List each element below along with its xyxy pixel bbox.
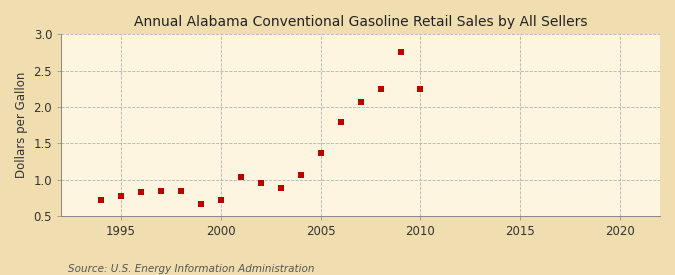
Title: Annual Alabama Conventional Gasoline Retail Sales by All Sellers: Annual Alabama Conventional Gasoline Ret…: [134, 15, 587, 29]
Point: [415, 87, 426, 91]
Point: [375, 87, 386, 91]
Point: [355, 100, 366, 104]
Point: [255, 181, 266, 185]
Point: [296, 173, 306, 177]
Point: [176, 189, 186, 194]
Point: [196, 202, 207, 207]
Text: Source: U.S. Energy Information Administration: Source: U.S. Energy Information Administ…: [68, 264, 314, 274]
Point: [115, 194, 126, 199]
Point: [315, 151, 326, 156]
Point: [215, 198, 226, 202]
Point: [236, 175, 246, 179]
Point: [395, 50, 406, 54]
Point: [136, 190, 146, 194]
Point: [275, 185, 286, 190]
Point: [335, 119, 346, 124]
Y-axis label: Dollars per Gallon: Dollars per Gallon: [15, 72, 28, 178]
Point: [96, 198, 107, 202]
Point: [156, 189, 167, 194]
